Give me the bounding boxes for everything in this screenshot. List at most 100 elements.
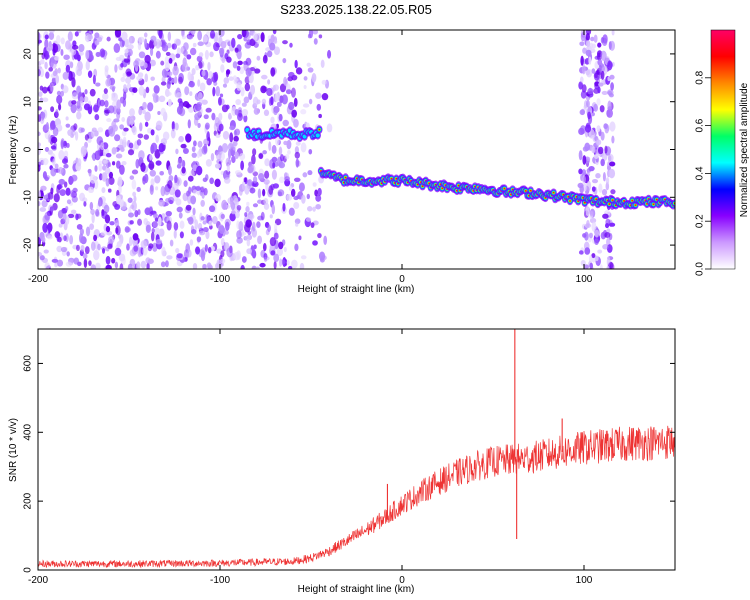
noise-blob	[176, 206, 183, 213]
noise-blob	[608, 153, 614, 162]
noise-blob	[137, 133, 144, 139]
noise-blob	[84, 89, 88, 95]
noise-blob	[153, 213, 159, 218]
noise-blob	[144, 121, 149, 127]
noise-blob	[607, 262, 615, 269]
noise-blob	[586, 40, 591, 47]
noise-blob	[175, 53, 181, 59]
noise-blob	[286, 260, 290, 266]
noise-blob	[205, 213, 210, 224]
noise-blob	[94, 32, 100, 39]
noise-blob	[166, 255, 173, 260]
noise-blob	[277, 191, 283, 197]
noise-blob	[40, 111, 46, 119]
noise-blob	[284, 176, 291, 182]
noise-blob	[74, 31, 79, 37]
noise-blob	[174, 122, 179, 131]
noise-blob	[240, 160, 245, 171]
noise-blob	[246, 201, 250, 207]
noise-blob	[70, 48, 77, 56]
noise-blob	[279, 83, 286, 93]
noise-blob	[200, 216, 205, 221]
noise-blob	[259, 262, 266, 268]
noise-blob	[119, 124, 125, 130]
noise-blob	[89, 174, 96, 184]
noise-blob	[244, 235, 251, 241]
noise-blob	[148, 243, 154, 249]
noise-blob	[103, 88, 108, 94]
noise-blob	[263, 109, 270, 117]
noise-blob	[105, 153, 112, 158]
noise-blob	[271, 204, 276, 215]
colorbar-tick-label: 0.4	[695, 166, 706, 180]
noise-blob	[73, 123, 78, 131]
noise-blob	[317, 232, 322, 239]
noise-blob	[107, 162, 112, 168]
noise-blob	[251, 154, 256, 165]
noise-blob	[113, 118, 120, 123]
noise-blob	[203, 114, 209, 120]
noise-blob	[269, 237, 277, 247]
noise-blob	[95, 51, 101, 57]
noise-blob	[38, 106, 42, 111]
noise-blob	[45, 71, 50, 79]
noise-blob	[144, 38, 148, 49]
noise-blob	[42, 171, 47, 180]
noise-blob	[294, 59, 298, 69]
noise-blob	[171, 121, 175, 132]
noise-blob	[214, 163, 221, 169]
noise-blob	[175, 92, 182, 99]
noise-blob	[132, 87, 138, 93]
signal-blob	[344, 176, 347, 179]
noise-blob	[102, 159, 108, 164]
noise-blob	[62, 212, 67, 222]
noise-blob	[166, 80, 171, 90]
noise-blob	[283, 246, 287, 253]
noise-blob	[290, 188, 296, 197]
noise-blob	[181, 35, 186, 40]
noise-blob	[71, 100, 77, 105]
noise-blob	[197, 41, 204, 47]
noise-blob	[235, 99, 242, 106]
noise-blob	[155, 120, 163, 130]
noise-blob	[282, 40, 288, 45]
noise-blob	[117, 176, 123, 187]
noise-blob	[286, 194, 293, 201]
noise-blob	[220, 40, 227, 49]
noise-blob	[136, 261, 141, 269]
noise-blob	[173, 229, 177, 239]
noise-blob	[127, 44, 134, 50]
noise-blob	[175, 198, 182, 206]
noise-blob	[605, 218, 611, 226]
heatmap-x-label: Height of straight line (km)	[298, 284, 415, 295]
noise-blob	[270, 67, 276, 77]
noise-blob	[149, 169, 156, 177]
noise-blob	[588, 56, 592, 65]
noise-blob	[42, 86, 48, 94]
noise-blob	[604, 123, 610, 134]
noise-blob	[270, 250, 276, 256]
noise-blob	[88, 260, 92, 267]
noise-blob	[152, 92, 157, 98]
noise-blob	[108, 125, 114, 135]
noise-blob	[288, 207, 295, 216]
signal-blob	[524, 190, 527, 192]
noise-blob	[581, 169, 587, 176]
noise-blob	[142, 101, 147, 110]
noise-blob	[250, 84, 256, 96]
noise-blob	[158, 142, 165, 153]
noise-blob	[308, 98, 313, 105]
noise-blob	[127, 48, 133, 57]
noise-blob	[245, 206, 250, 213]
noise-blob	[38, 114, 42, 122]
noise-blob	[218, 112, 223, 121]
noise-blob	[93, 130, 99, 137]
noise-blob	[196, 165, 203, 176]
noise-blob	[91, 213, 95, 224]
noise-blob	[600, 70, 605, 80]
noise-blob	[207, 246, 212, 254]
noise-blob	[190, 195, 197, 205]
noise-blob	[63, 235, 67, 242]
signal-blob	[503, 187, 506, 190]
noise-blob	[77, 158, 82, 167]
